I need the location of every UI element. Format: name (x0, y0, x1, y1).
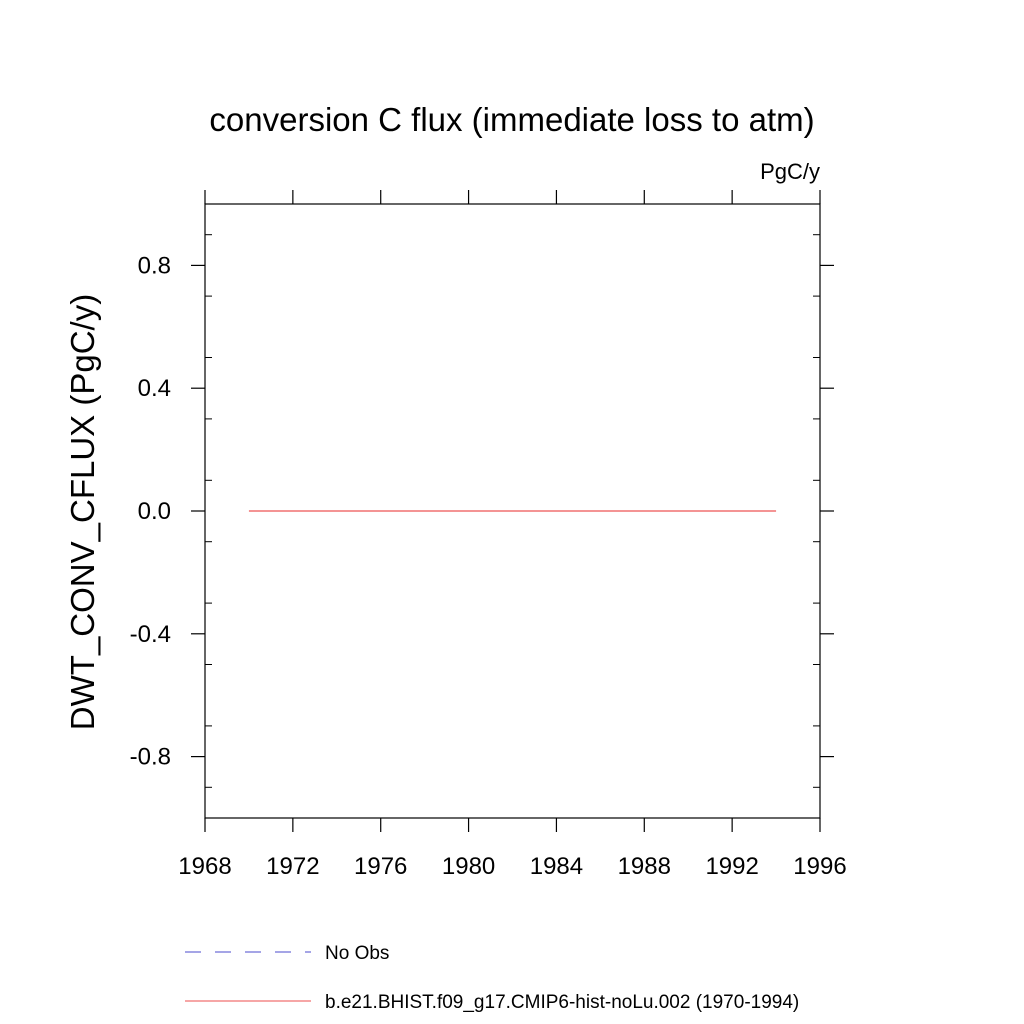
legend-label: b.e21.BHIST.f09_g17.CMIP6-hist-noLu.002 … (325, 992, 799, 1013)
y-tick-label: -0.4 (130, 621, 171, 648)
x-tick-label: 1988 (618, 853, 671, 880)
chart-title: conversion C flux (immediate loss to atm… (209, 101, 814, 138)
y-tick-label: 0.0 (138, 498, 171, 525)
y-tick-label: 0.8 (138, 252, 171, 279)
x-tick-label: 1968 (178, 853, 231, 880)
legend: No Obs b.e21.BHIST.f09_g17.CMIP6-hist-noL… (185, 943, 799, 1013)
x-tick-label: 1992 (705, 853, 758, 880)
y-tick-label: -0.8 (130, 744, 171, 771)
axes: 1968 1972 1976 1980 1984 1988 1992 1996 0.8 0.4 0.… (130, 190, 847, 880)
x-tick-label: 1980 (442, 853, 495, 880)
y-tick-label: 0.4 (138, 375, 171, 402)
x-tick-label: 1972 (266, 853, 319, 880)
x-tick-label: 1976 (354, 853, 407, 880)
x-tick-label: 1984 (530, 853, 583, 880)
x-tick-label: 1996 (793, 853, 846, 880)
units-label: PgC/y (760, 159, 820, 184)
y-axis-label: DWT_CONV_CFLUX (PgC/y) (64, 294, 101, 730)
legend-label: No Obs (325, 943, 389, 964)
